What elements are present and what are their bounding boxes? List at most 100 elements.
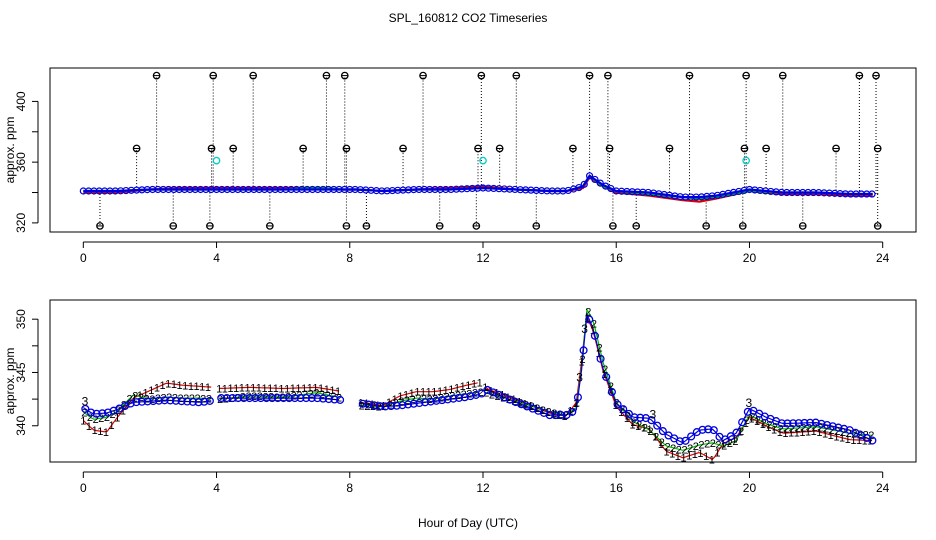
flagged-mid-point (132, 144, 141, 153)
flagged-mid-point (299, 144, 307, 153)
bottom-series-1-marker: 1 (114, 412, 120, 424)
bottom-series-2-marker: 2 (81, 408, 87, 420)
bottom-series-1-marker: 1 (658, 439, 664, 451)
top-series-3-point (788, 188, 796, 197)
flagged-mid-point (399, 144, 407, 153)
bottom-series-2-marker: 2 (466, 388, 472, 400)
flagged-mid-point (762, 144, 770, 153)
bottom-series-1-marker: 1 (278, 383, 284, 395)
bottom-series-2-marker: 2 (783, 424, 789, 436)
bottom-x-tick-label: 16 (610, 481, 624, 495)
top-series-3-point (85, 187, 93, 195)
top-series-3-point (399, 186, 407, 194)
bottom-series-2-marker: 2 (602, 364, 608, 376)
bottom-series-1-marker: 1 (182, 380, 188, 392)
bottom-series-2-marker: 2 (585, 307, 591, 319)
bottom-series-1-marker: 1 (471, 379, 477, 391)
bottom-series-2-marker: 2 (376, 401, 382, 413)
top-series-3-point (559, 187, 567, 195)
bottom-series-3-point (602, 372, 611, 382)
bottom-series-1-marker: 1 (635, 421, 641, 433)
top-series-3-point (665, 191, 674, 199)
bottom-series-1-marker: 1 (669, 449, 675, 461)
bottom-series-2-marker: 2 (659, 437, 665, 449)
top-series-3-point (468, 184, 476, 193)
bottom-series-3-point (709, 426, 718, 435)
bottom-series-3-point (364, 400, 373, 409)
bottom-series-2-marker: 2 (461, 389, 467, 401)
bottom-series-2-marker: 2 (155, 393, 161, 405)
bottom-series-3-point (302, 394, 311, 403)
top-series-3-point (841, 190, 849, 198)
flagged-high-point (604, 71, 612, 80)
bottom-series-3-point (103, 408, 113, 417)
top-series-3-point (388, 186, 397, 195)
bottom-series-1-marker: 1 (324, 384, 330, 396)
bottom-series-1-marker: 1 (748, 413, 754, 425)
top-series-3-point (133, 186, 141, 194)
bottom-series-3-point (279, 394, 288, 403)
bottom-series-1-marker: 1 (596, 348, 602, 360)
top-series-3-point (367, 186, 375, 194)
bottom-series-2-marker: 2 (138, 392, 144, 404)
bottom-series-1-marker: 1 (154, 382, 160, 394)
flagged-high-point (778, 71, 787, 80)
top-series-3-point (580, 180, 588, 188)
bottom-series-3-point (726, 432, 735, 441)
bottom-series-1-marker: 1 (782, 428, 788, 440)
top-series-3-point (90, 187, 98, 195)
bottom-series-2-marker: 2 (291, 391, 297, 403)
top-series-3-point (511, 185, 519, 194)
bottom-series-3-point (239, 394, 248, 403)
bottom-series-3-point (126, 399, 135, 408)
bottom-series-3-point (573, 393, 582, 402)
bottom-series-2-marker: 2 (432, 394, 438, 406)
top-series-3-point (378, 187, 386, 195)
flagged-high-point (855, 71, 864, 80)
bottom-series-2-marker: 2 (87, 412, 93, 424)
top-y-axis-label: approx. ppm (3, 117, 17, 184)
bottom-series-3-point (687, 432, 696, 441)
flagged-high-point (685, 71, 694, 80)
top-y-tick-label: 320 (14, 213, 28, 233)
top-x-tick-label: 0 (80, 251, 87, 265)
top-series-3-point (303, 185, 311, 194)
bottom-series-2-marker: 2 (563, 410, 569, 422)
bottom-series-2-marker: 2 (642, 423, 648, 435)
top-series-3-point (442, 185, 450, 194)
flagged-low-point (702, 222, 711, 230)
bottom-series-2-marker: 2 (285, 391, 291, 403)
bottom-y-tick-label: 350 (14, 309, 28, 329)
bottom-series-1-marker: 1 (216, 383, 222, 395)
bottom-series-2-marker: 2 (449, 391, 455, 403)
bottom-series-2-marker: 2 (868, 430, 874, 442)
bottom-series-3-point (409, 399, 418, 408)
bottom-series-2-marker: 2 (800, 423, 806, 435)
top-series-3-point (772, 188, 780, 196)
bottom-series-2-marker: 2 (647, 426, 653, 438)
bottom-series-3-point (840, 424, 849, 433)
bottom-series-1-marker: 1 (329, 385, 335, 397)
top-series-3-point (703, 192, 711, 201)
bottom-series-1-marker: 1 (460, 381, 466, 393)
top-y-tick-label: 400 (14, 91, 28, 111)
bottom-series-1-marker: 1 (697, 448, 703, 460)
bottom-series-1-marker: 1 (109, 420, 115, 432)
top-series-3-point (617, 187, 626, 195)
bottom-series-2-marker: 2 (279, 392, 285, 404)
bottom-series-3-point (98, 409, 107, 418)
bottom-series-2-marker: 2 (806, 422, 812, 434)
bottom-series-3-point (228, 394, 237, 403)
bottom-series-3-point (783, 419, 792, 428)
top-series-3-point (522, 186, 530, 194)
bottom-series-3-point (653, 421, 662, 430)
bottom-series-2-marker: 2 (444, 391, 450, 403)
top-series-3-point (532, 186, 540, 194)
top-series-3-point (159, 185, 167, 194)
bottom-series-3-point (732, 428, 741, 437)
bottom-series-2-marker: 2 (500, 393, 506, 405)
bottom-series-2-marker: 2 (744, 415, 750, 427)
bottom-series-2-marker: 2 (251, 391, 257, 403)
bottom-series-3-line (82, 311, 873, 444)
top-series-3-point (196, 185, 205, 194)
